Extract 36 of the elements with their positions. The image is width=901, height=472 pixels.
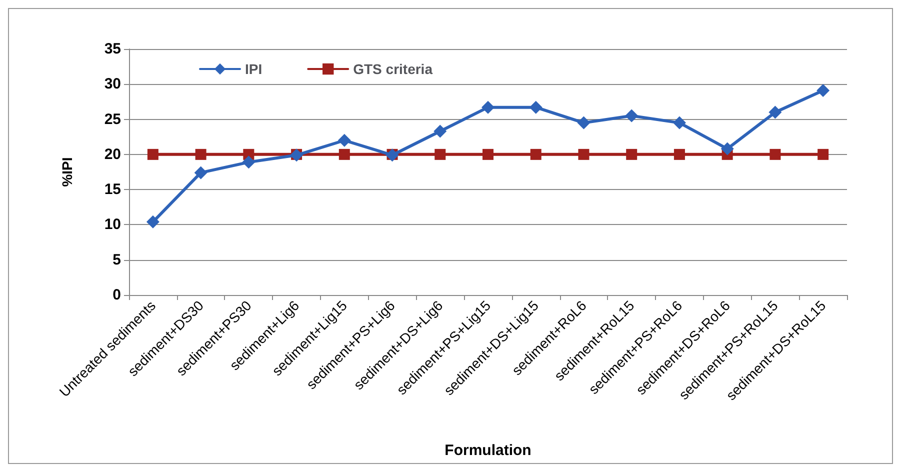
point <box>482 148 494 160</box>
point <box>147 148 158 160</box>
y-axis-title: %IPI <box>59 157 75 187</box>
point <box>768 106 782 119</box>
y-tick-label: 5 <box>112 251 121 268</box>
point <box>242 156 256 169</box>
x-axis-title: Formulation <box>444 442 532 459</box>
point <box>529 100 542 114</box>
point <box>770 148 781 160</box>
point <box>626 148 638 160</box>
y-tick-label: 35 <box>104 40 121 58</box>
point <box>625 109 638 122</box>
point <box>434 124 447 138</box>
legend-label: IPI <box>245 61 262 77</box>
legend-label: GTS criteria <box>353 61 433 77</box>
point <box>818 148 829 160</box>
point <box>338 134 351 147</box>
point <box>195 148 206 160</box>
y-tick-label: 15 <box>104 181 121 198</box>
y-tick-label: 0 <box>112 286 121 304</box>
point <box>482 100 494 114</box>
point <box>338 148 350 160</box>
point <box>816 84 830 97</box>
y-tick-label: 25 <box>104 110 121 128</box>
point <box>672 116 686 130</box>
y-tick-label: 20 <box>104 146 121 163</box>
point <box>674 148 685 160</box>
y-tick-label: 10 <box>104 216 121 234</box>
point <box>146 215 160 228</box>
point <box>434 148 446 160</box>
y-tick-label: 30 <box>104 76 121 93</box>
point <box>194 166 208 180</box>
point <box>577 116 590 130</box>
point <box>720 142 734 156</box>
point <box>530 148 542 160</box>
point <box>578 148 590 160</box>
